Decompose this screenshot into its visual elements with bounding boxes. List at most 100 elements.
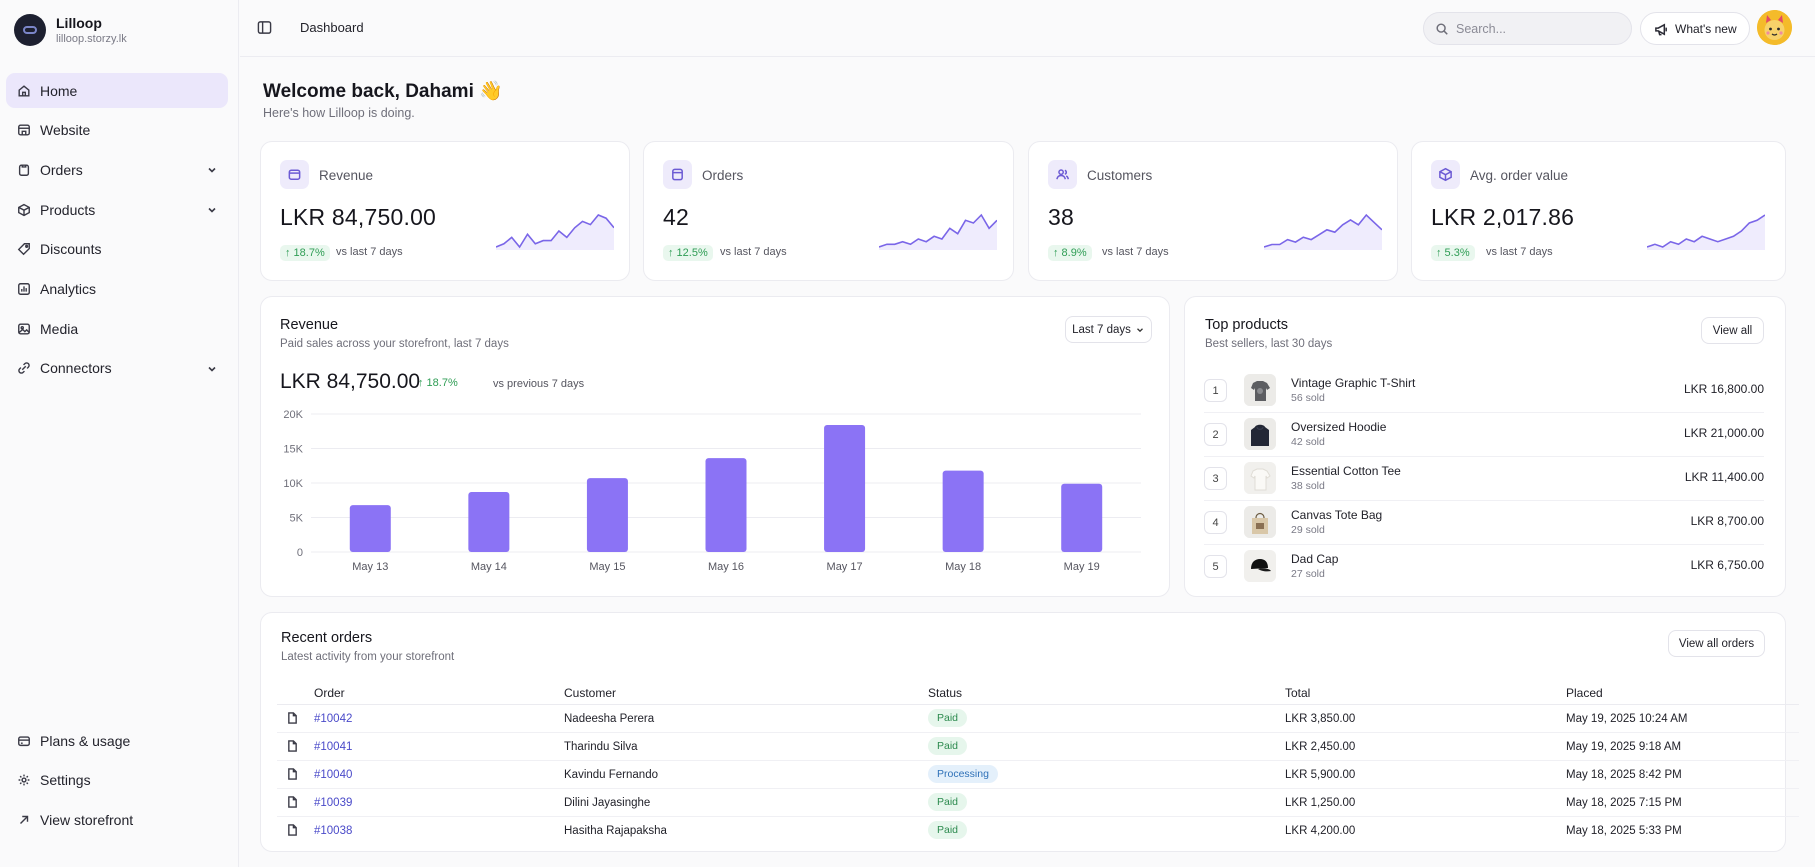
product-row[interactable]: 1 Vintage Graphic T-Shirt 56 sold LKR 16… xyxy=(1204,369,1764,413)
order-total: LKR 3,850.00 xyxy=(1285,713,1356,725)
status-badge: Paid xyxy=(928,793,968,811)
card-title: Top products xyxy=(1205,317,1289,333)
x-tick-label: May 19 xyxy=(1064,561,1100,573)
order-customer: Nadeesha Perera xyxy=(564,713,655,725)
sidebar-item-website[interactable]: Website xyxy=(6,113,228,148)
revenue-total: LKR 84,750.00 xyxy=(280,370,421,393)
bar xyxy=(824,425,866,552)
bar xyxy=(1061,483,1103,552)
product-rank: 5 xyxy=(1204,555,1227,578)
stat-delta-badge: ↑ 5.3% xyxy=(1431,245,1475,261)
home-icon xyxy=(16,83,31,98)
whats-new-button[interactable]: What's new xyxy=(1640,12,1750,45)
table-row[interactable]: #10041 Tharindu Silva Paid LKR 2,450.00 … xyxy=(277,733,1799,761)
column-header-total[interactable]: Total xyxy=(1285,686,1311,700)
sidebar-item-media[interactable]: Media xyxy=(6,311,228,346)
order-link[interactable]: #10039 xyxy=(314,797,353,809)
bar xyxy=(705,458,747,552)
table-row[interactable]: #10040 Kavindu Fernando Processing LKR 5… xyxy=(277,761,1799,789)
order-link[interactable]: #10040 xyxy=(314,769,353,781)
view-all-products-button[interactable]: View all xyxy=(1701,317,1764,344)
box-icon xyxy=(16,202,31,217)
sidebar-item-label: Products xyxy=(40,201,96,218)
chevron-down-icon[interactable] xyxy=(206,163,218,175)
table-row[interactable]: #10039 Dilini Jayasinghe Paid LKR 1,250.… xyxy=(277,789,1799,817)
users-icon xyxy=(1048,160,1077,189)
document-icon xyxy=(287,824,299,836)
stat-card-avg-order[interactable]: Avg. order value LKR 2,017.86 ↑ 5.3% vs … xyxy=(1411,141,1786,281)
date-range-select[interactable]: Last 7 days xyxy=(1065,316,1152,343)
sidebar-toggle-icon[interactable] xyxy=(257,20,273,36)
sidebar-item-view-storefront[interactable]: View storefront xyxy=(6,802,228,837)
status-badge: Processing xyxy=(928,765,998,783)
column-header-customer[interactable]: Customer xyxy=(564,686,617,700)
product-sold: 38 sold xyxy=(1291,480,1325,492)
column-header-status[interactable]: Status xyxy=(928,686,963,700)
sidebar-item-settings[interactable]: Settings xyxy=(6,763,228,798)
sidebar-item-orders[interactable]: Orders xyxy=(6,152,228,187)
sparkline xyxy=(1264,213,1382,250)
table-row[interactable]: #10042 Nadeesha Perera Paid LKR 3,850.00… xyxy=(277,705,1799,733)
stat-label: Customers xyxy=(1087,168,1153,183)
sidebar-item-label: Orders xyxy=(40,161,83,178)
search-input[interactable] xyxy=(1456,21,1616,36)
revenue-compare-label: vs previous 7 days xyxy=(493,378,585,390)
search-box[interactable] xyxy=(1423,12,1632,45)
stat-value: 38 xyxy=(1048,204,1074,230)
clipboard-icon xyxy=(16,162,31,177)
product-sold: 29 sold xyxy=(1291,524,1325,536)
card-subtitle: Latest activity from your storefront xyxy=(281,651,455,663)
order-placed: May 19, 2025 9:18 AM xyxy=(1566,741,1682,753)
column-header-order[interactable]: Order xyxy=(314,686,345,700)
chevron-down-icon[interactable] xyxy=(206,362,218,374)
avatar[interactable] xyxy=(1757,10,1792,45)
x-tick-label: May 17 xyxy=(827,561,863,573)
stat-compare-label: vs last 7 days xyxy=(720,246,787,258)
order-total: LKR 4,200.00 xyxy=(1285,825,1356,837)
order-total: LKR 2,450.00 xyxy=(1285,741,1356,753)
product-revenue: LKR 21,000.00 xyxy=(1683,426,1764,440)
chevron-down-icon[interactable] xyxy=(206,203,218,215)
brand-logo xyxy=(14,14,46,46)
wallet-icon xyxy=(280,160,309,189)
sidebar-item-products[interactable]: Products xyxy=(6,192,228,227)
brand[interactable]: Lilloop lilloop.storzy.lk xyxy=(14,14,127,46)
sidebar-item-analytics[interactable]: Analytics xyxy=(6,271,228,306)
view-all-orders-button[interactable]: View all orders xyxy=(1668,630,1765,657)
x-tick-label: May 14 xyxy=(471,561,507,573)
product-row[interactable]: 5 Dad Cap 27 sold LKR 6,750.00 xyxy=(1204,545,1764,589)
product-row[interactable]: 2 Oversized Hoodie 42 sold LKR 21,000.00 xyxy=(1204,413,1764,457)
table-row[interactable]: #10038 Hasitha Rajapaksha Paid LKR 4,200… xyxy=(277,817,1799,845)
sidebar-item-plans[interactable]: Plans & usage xyxy=(6,723,228,758)
sidebar-item-home[interactable]: Home xyxy=(6,73,228,108)
order-placed: May 19, 2025 10:24 AM xyxy=(1566,713,1688,725)
stat-card-revenue[interactable]: Revenue LKR 84,750.00 ↑ 18.7% vs last 7 … xyxy=(260,141,630,281)
stat-value: LKR 2,017.86 xyxy=(1431,204,1575,230)
sparkline xyxy=(879,213,997,250)
product-revenue: LKR 6,750.00 xyxy=(1690,558,1764,572)
sidebar-item-discounts[interactable]: Discounts xyxy=(6,232,228,267)
sidebar-item-connectors[interactable]: Connectors xyxy=(6,351,228,386)
sidebar-item-label: Settings xyxy=(40,772,91,789)
image-icon xyxy=(16,321,31,336)
x-tick-label: May 18 xyxy=(945,561,981,573)
y-tick-label: 0 xyxy=(297,547,303,559)
bag-icon xyxy=(663,160,692,189)
column-header-placed[interactable]: Placed xyxy=(1566,686,1603,700)
order-link[interactable]: #10041 xyxy=(314,741,353,753)
product-rank: 1 xyxy=(1204,379,1227,402)
order-link[interactable]: #10038 xyxy=(314,825,353,837)
sidebar: Lilloop lilloop.storzy.lk Home Website O… xyxy=(0,0,239,867)
product-row[interactable]: 3 Essential Cotton Tee 38 sold LKR 11,40… xyxy=(1204,457,1764,501)
order-link[interactable]: #10042 xyxy=(314,713,353,725)
product-rank: 3 xyxy=(1204,467,1227,490)
sidebar-item-label: Plans & usage xyxy=(40,732,131,749)
stat-card-orders[interactable]: Orders 42 ↑ 12.5% vs last 7 days xyxy=(643,141,1014,281)
product-row[interactable]: 4 Canvas Tote Bag 29 sold LKR 8,700.00 xyxy=(1204,501,1764,545)
status-badge: Paid xyxy=(928,821,968,839)
stat-card-customers[interactable]: Customers 38 ↑ 8.9% vs last 7 days xyxy=(1028,141,1398,281)
product-name: Vintage Graphic T-Shirt xyxy=(1291,376,1416,390)
search-icon xyxy=(1435,22,1449,36)
sidebar-item-label: Discounts xyxy=(40,241,102,258)
stat-value: LKR 84,750.00 xyxy=(280,204,437,230)
